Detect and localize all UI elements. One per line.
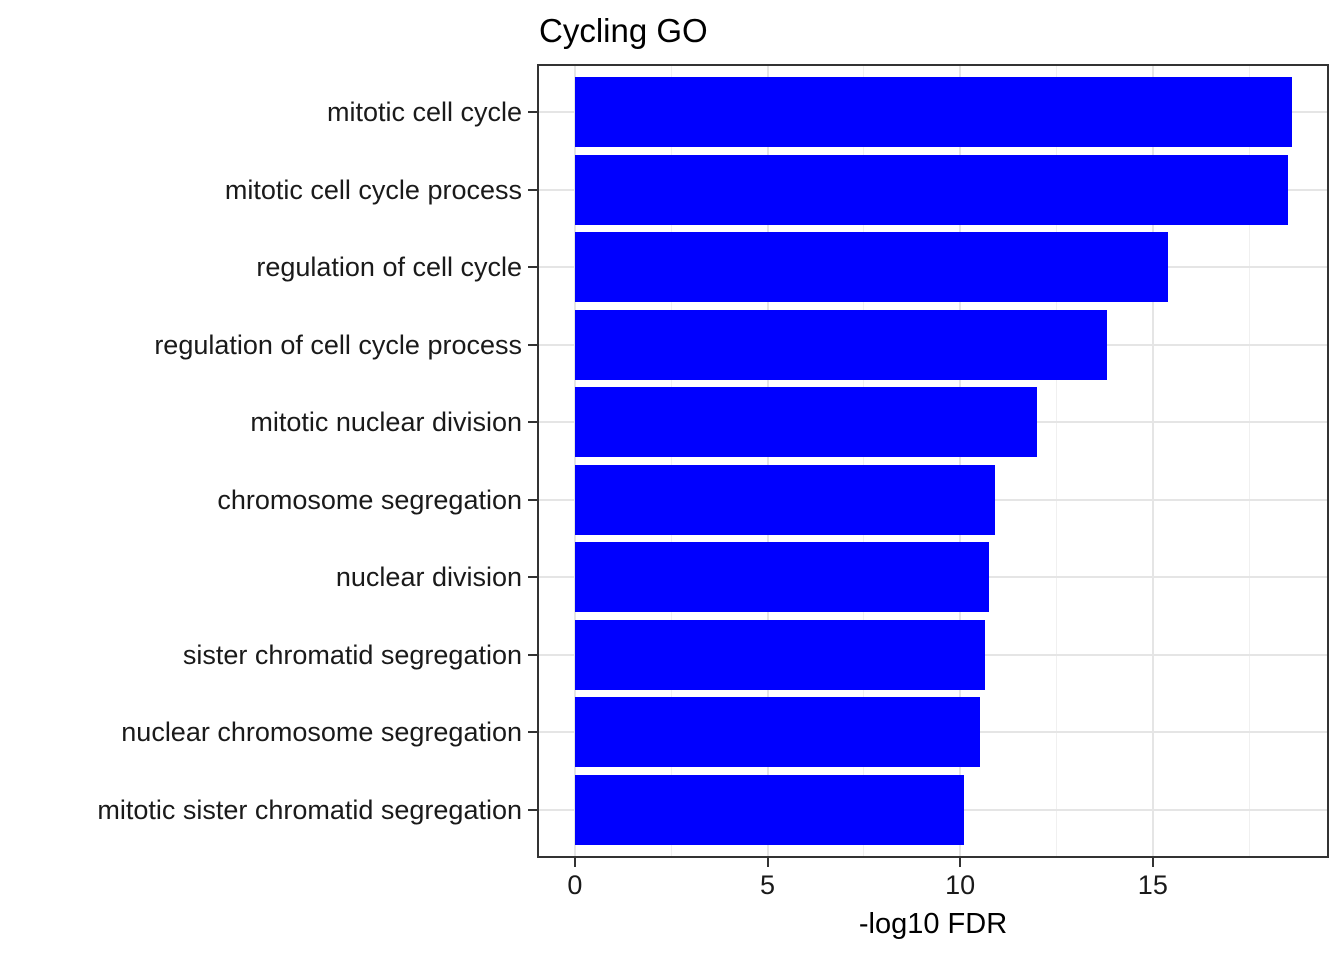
bar	[574, 387, 1037, 457]
major-gridline	[766, 66, 769, 856]
y-tick	[528, 343, 537, 346]
x-tick	[959, 858, 962, 867]
major-gridline	[573, 66, 576, 856]
bar	[574, 232, 1168, 302]
x-axis-tick-label: 5	[759, 870, 776, 900]
minor-gridline	[1248, 66, 1250, 856]
y-tick	[528, 111, 537, 114]
y-axis-label: regulation of cell cycle process	[154, 329, 522, 360]
x-tick	[573, 858, 576, 867]
bar	[574, 465, 995, 535]
bar	[574, 542, 989, 612]
bar	[574, 310, 1107, 380]
minor-gridline	[670, 66, 672, 856]
y-axis-label: chromosome segregation	[217, 484, 522, 515]
y-tick	[528, 653, 537, 656]
minor-gridline	[1055, 66, 1057, 856]
bar	[574, 775, 964, 845]
plot-panel	[537, 64, 1329, 858]
minor-gridline	[863, 66, 865, 856]
bar	[574, 697, 980, 767]
y-axis-label: nuclear chromosome segregation	[121, 717, 522, 748]
y-tick	[528, 266, 537, 269]
x-axis-tick-label: 15	[1137, 870, 1168, 900]
major-gridline	[1151, 66, 1154, 856]
y-axis-label: mitotic cell cycle	[326, 97, 522, 128]
y-tick	[528, 188, 537, 191]
y-axis-label: regulation of cell cycle	[256, 252, 522, 283]
bar	[574, 620, 985, 690]
bar	[574, 77, 1292, 147]
y-tick	[528, 576, 537, 579]
major-gridline	[959, 66, 962, 856]
y-axis-label: mitotic cell cycle process	[224, 174, 522, 205]
y-tick	[528, 498, 537, 501]
x-axis-tick-label: 10	[945, 870, 976, 900]
x-axis-tick-label: 0	[567, 870, 583, 900]
y-axis-label: nuclear division	[335, 562, 522, 593]
y-tick	[528, 731, 537, 734]
y-axis-label: sister chromatid segregation	[182, 639, 522, 670]
y-tick	[528, 421, 537, 424]
y-axis-label: mitotic nuclear division	[250, 407, 522, 438]
x-tick	[766, 858, 769, 867]
bar	[574, 155, 1288, 225]
y-axis-label: mitotic sister chromatid segregation	[97, 794, 522, 825]
x-axis-title: -log10 FDR	[858, 908, 1008, 940]
x-tick	[1151, 858, 1154, 867]
chart-title: Cycling GO	[539, 12, 708, 49]
y-tick	[528, 808, 537, 811]
